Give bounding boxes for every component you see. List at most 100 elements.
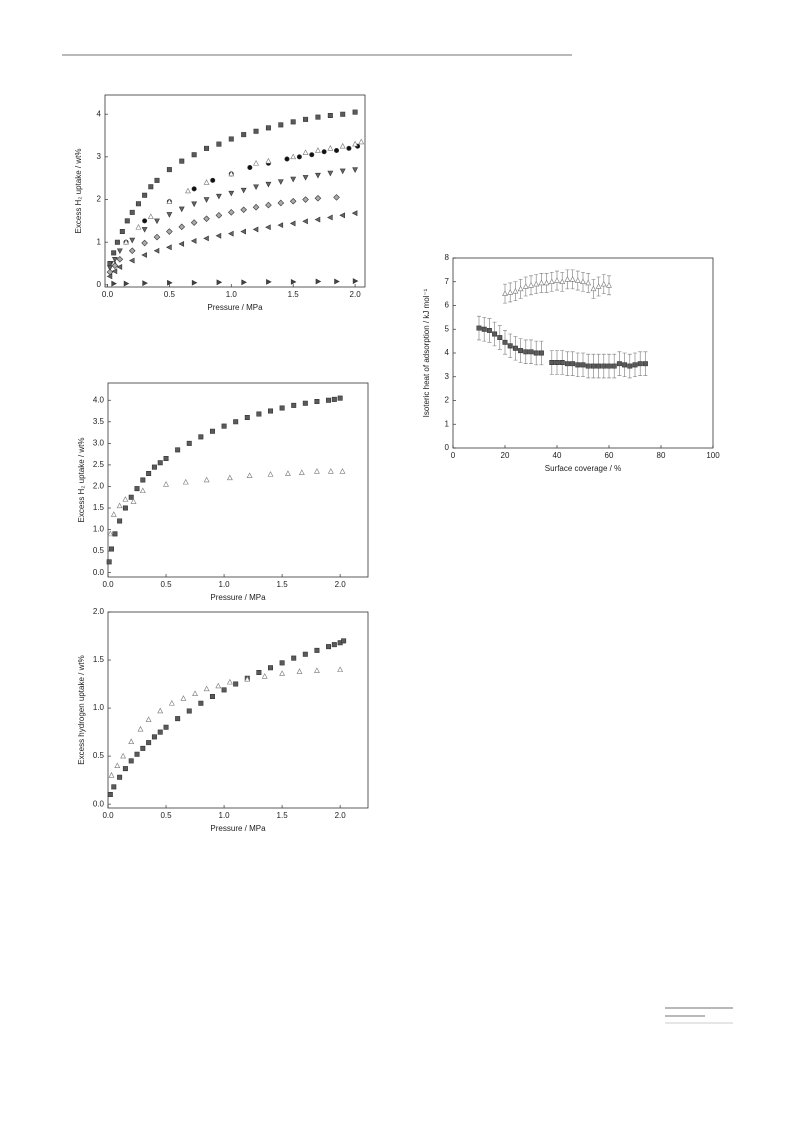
data-point [241,279,247,286]
data-point [327,112,333,118]
data-point [507,289,514,295]
data-point [107,530,114,537]
data-point [265,181,272,188]
data-point [512,287,519,294]
data-point [192,690,198,696]
data-point [135,223,142,230]
y-axis-label: Excess H₂ uptake / wt% [77,438,86,523]
data-point [512,345,518,351]
data-point [502,339,508,345]
data-point [178,206,185,213]
data-point [538,350,544,356]
data-point [291,655,297,661]
data-point [154,218,160,225]
data-point [570,361,576,367]
data-point [564,276,571,282]
data-point [146,471,152,477]
data-point [241,132,247,138]
data-point [151,464,157,470]
x-tick-label: 0.0 [102,580,114,589]
y-tick-label: 0.0 [93,568,105,577]
data-point [111,268,118,275]
data-point [247,165,253,171]
y-tick-label: 4 [445,348,450,357]
y-tick-label: 1 [97,237,102,246]
data-point [575,362,581,368]
data-point [116,502,123,509]
data-point [228,136,234,142]
y-tick-label: 2 [97,195,102,204]
data-point [117,774,123,780]
data-point [135,201,141,207]
data-point [114,762,121,769]
data-point [134,751,140,757]
data-point [111,784,117,790]
data-point [111,280,117,287]
x-tick-label: 1.0 [226,290,238,299]
data-point [290,176,297,183]
plot-frame [107,611,369,809]
data-point [178,223,186,231]
data-point [228,209,235,216]
data-point [314,468,320,474]
data-point [128,247,136,255]
data-point [151,734,157,740]
data-point [590,285,597,292]
x-axis-label: Pressure / MPa [210,593,266,602]
data-point [351,210,358,217]
data-point [226,678,233,685]
data-point [119,229,125,235]
data-point [497,335,503,341]
data-point [502,290,508,296]
data-point [290,278,297,285]
data-point [507,343,513,349]
data-point [252,226,259,233]
data-point [166,198,173,204]
data-point [315,147,321,153]
x-tick-label: 0.5 [164,290,176,299]
data-point [559,360,565,365]
data-point [265,224,271,231]
data-point [123,280,130,287]
data-point [203,476,210,483]
data-point [256,411,262,417]
data-point [314,216,321,223]
data-point [108,546,114,552]
data-point [315,278,322,285]
data-point [116,255,124,263]
data-point [339,168,346,175]
x-tick-label: 2.0 [335,580,347,589]
data-point [166,212,173,218]
data-point [116,264,123,270]
data-point [191,201,198,208]
data-point [339,468,346,474]
data-point [110,511,117,517]
data-point [303,116,309,122]
data-point [215,193,222,200]
data-point [337,666,344,672]
data-point [107,792,113,798]
data-point [352,140,359,147]
data-point [268,408,273,414]
data-point [595,283,602,289]
data-point [331,396,337,402]
data-point [533,280,540,287]
data-point [216,141,222,147]
data-point [190,238,197,244]
data-point [142,192,148,198]
plot-frame [104,94,366,288]
chart: 0.0 0.5 1.0 1.5 2.0 0 1 2 3 4 Pressure / MPa Excess… [74,94,366,312]
x-tick-label: 1.5 [277,580,289,589]
data-point [190,219,198,226]
data-point [228,170,235,177]
data-point [352,278,359,284]
data-point [252,203,260,211]
data-point [157,729,163,735]
data-point [314,647,320,653]
data-point [128,758,134,764]
data-point [140,477,146,483]
x-axis-label: Surface coverage / % [545,464,621,473]
y-tick-label: 4 [97,109,102,118]
data-point [481,326,487,332]
